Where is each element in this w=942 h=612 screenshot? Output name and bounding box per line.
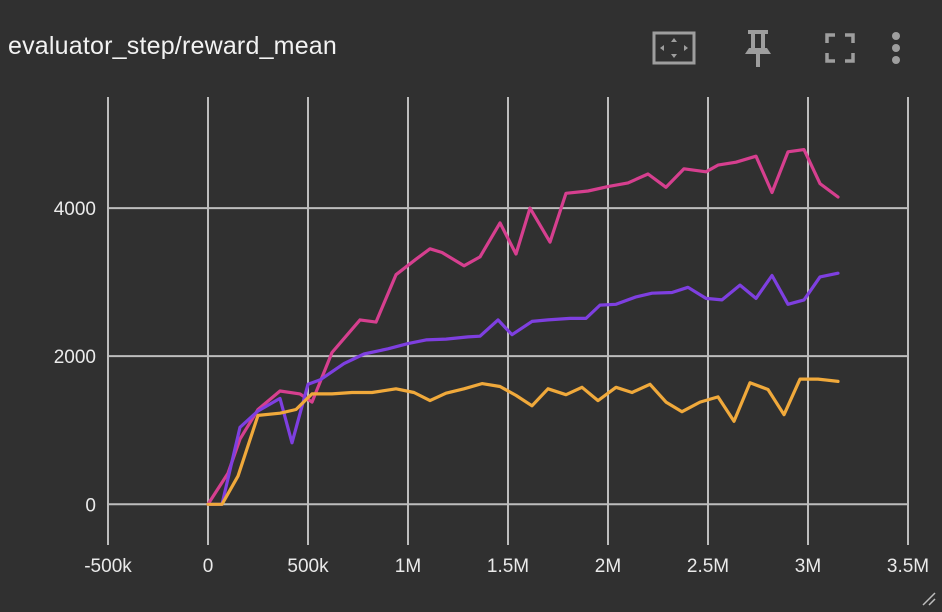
pin-button[interactable]: [736, 26, 780, 70]
fullscreen-icon: [825, 33, 855, 63]
x-tick-label: 3.5M: [887, 556, 929, 577]
x-tick-label: 1.5M: [487, 556, 529, 577]
more-vert-icon: [892, 32, 900, 64]
y-tick-label: 2000: [54, 347, 96, 368]
resize-handle[interactable]: [920, 590, 936, 606]
x-tick-label: 1M: [395, 556, 421, 577]
chart-title: evaluator_step/reward_mean: [8, 32, 338, 60]
series-line-1: [206, 148, 840, 506]
series-line-2: [206, 271, 840, 506]
fullscreen-button[interactable]: [818, 26, 862, 70]
x-axis-ticks: -500k 0 500k 1M 1.5M 2M 2.5M 3M 3.5M: [84, 556, 929, 577]
grid: [107, 97, 909, 545]
more-options-button[interactable]: [874, 26, 918, 70]
fit-domain-icon: [652, 31, 696, 65]
x-tick-label: 500k: [287, 556, 329, 577]
x-tick-label: 0: [203, 556, 214, 577]
y-tick-label: 4000: [54, 199, 96, 220]
x-tick-label: 2.5M: [687, 556, 729, 577]
series-layer: [206, 148, 840, 506]
y-tick-label: 0: [85, 495, 96, 516]
x-tick-label: -500k: [84, 556, 132, 577]
pin-icon: [745, 30, 771, 67]
x-tick-label: 2M: [595, 556, 621, 577]
x-tick-label: 3M: [795, 556, 821, 577]
y-axis-ticks: 0 2000 4000: [54, 199, 96, 516]
resize-icon: [922, 592, 936, 606]
fit-domain-button[interactable]: [652, 26, 696, 70]
series-line-3: [206, 377, 840, 506]
